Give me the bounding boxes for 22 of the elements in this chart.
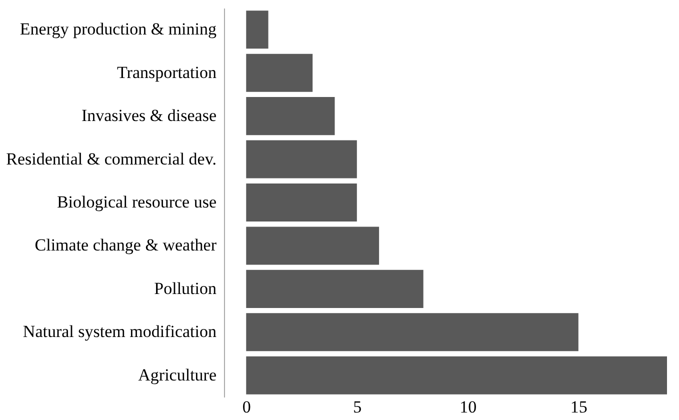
y-tick-label: Invasives & disease xyxy=(81,106,216,126)
y-tick-label: Energy production & mining xyxy=(20,20,217,39)
x-tick-label: 15 xyxy=(570,398,588,416)
bar xyxy=(246,270,424,308)
bar xyxy=(246,226,380,265)
x-tick-label: 0 xyxy=(242,398,251,416)
y-tick-label: Agriculture xyxy=(138,365,216,384)
y-tick-label: Pollution xyxy=(154,278,217,298)
y-tick-label: Climate change & weather xyxy=(34,236,217,255)
bar xyxy=(246,183,357,222)
bar xyxy=(246,356,667,394)
bar xyxy=(246,54,313,92)
y-tick-label: Biological resource use xyxy=(56,192,216,212)
bar xyxy=(246,140,357,178)
bar xyxy=(246,10,268,49)
x-tick-label: 5 xyxy=(353,398,362,416)
y-tick-label: Residential & commercial dev. xyxy=(6,149,216,168)
y-tick-label: Natural system modification xyxy=(22,322,217,342)
x-tick-label: 10 xyxy=(460,398,477,416)
bar xyxy=(246,97,335,136)
y-tick-label: Transportation xyxy=(117,62,217,82)
bar xyxy=(246,313,578,352)
